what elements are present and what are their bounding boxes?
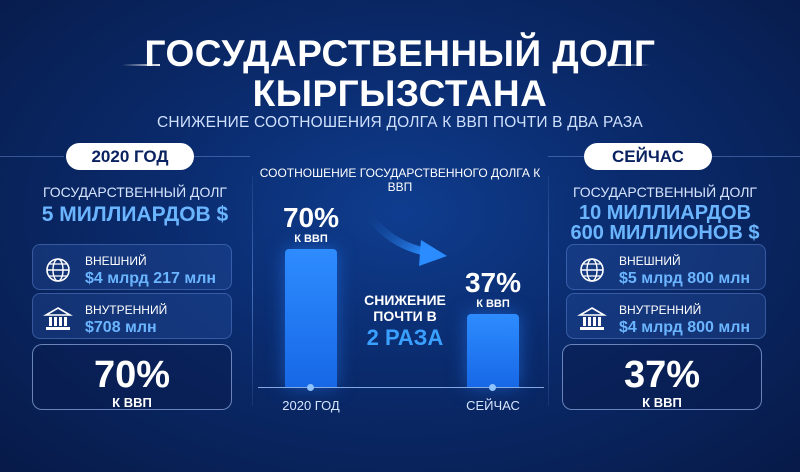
bar-now xyxy=(467,313,519,387)
left-debt-label: ГОСУДАРСТВЕННЫЙ ДОЛГ xyxy=(42,184,228,200)
title-decor-left xyxy=(122,64,160,66)
bar-2020 xyxy=(285,248,337,387)
x-tick-label-now: СЕЙЧАС xyxy=(466,398,520,413)
reduction-note-line1: СНИЖЕНИЕ xyxy=(364,292,446,308)
title: ГОСУДАРСТВЕННЫЙ ДОЛГ КЫРГЫЗСТАНА xyxy=(0,34,800,114)
right-ratio-label: К ВВП xyxy=(642,395,682,410)
bank-icon xyxy=(43,307,73,330)
x-axis xyxy=(258,387,544,388)
divider xyxy=(0,156,64,157)
left-internal-value: $708 млн xyxy=(85,319,157,336)
right-external-value: $5 млрд 800 млн xyxy=(619,270,751,287)
bar-now-value: 37% xyxy=(464,266,522,298)
divider xyxy=(194,156,250,157)
left-internal-card: ВНУТРЕННИЙ $708 млн xyxy=(32,293,232,339)
bar-2020-sublabel: К ВВП xyxy=(294,232,328,245)
right-internal-title: ВНУТРЕННИЙ xyxy=(619,303,702,317)
reduction-note: СНИЖЕНИЕ ПОЧТИ В xyxy=(352,292,458,324)
globe-icon xyxy=(46,258,70,282)
left-ratio-value: 70% xyxy=(93,354,171,396)
year-2020-badge: 2020 ГОД xyxy=(66,143,194,170)
right-ratio-card: 37% К ВВП xyxy=(562,344,762,410)
left-ratio-label: К ВВП xyxy=(112,395,152,410)
right-internal-value: $4 млрд 800 млн xyxy=(619,319,751,336)
bank-icon xyxy=(577,307,607,330)
bar-2020-value: 70% xyxy=(282,201,340,233)
globe-icon xyxy=(580,258,604,282)
left-internal-title: ВНУТРЕННИЙ xyxy=(85,303,168,317)
now-badge: СЕЙЧАС xyxy=(584,143,712,170)
left-external-value: $4 млрд 217 млн xyxy=(85,270,217,287)
right-external-card: ВНЕШНИЙ $5 млрд 800 млн xyxy=(566,244,766,290)
divider xyxy=(548,156,584,157)
left-external-title: ВНЕШНИЙ xyxy=(85,254,147,268)
title-decor-right xyxy=(612,64,650,66)
reduction-note-line2: ПОЧТИ В xyxy=(373,308,437,324)
x-tick-label-2020: 2020 ГОД xyxy=(282,398,340,413)
left-ratio-card: 70% К ВВП xyxy=(32,344,232,410)
axis-dot xyxy=(489,384,496,391)
right-debt-label: ГОСУДАРСТВЕННЫЙ ДОЛГ xyxy=(572,184,758,200)
chart-title: СООТНОШЕНИЕ ГОСУДАРСТВЕННОГО ДОЛГА К ВВП xyxy=(259,166,541,194)
reduction-factor: 2 РАЗА xyxy=(366,325,444,350)
down-arrow-icon xyxy=(357,200,447,266)
right-internal-card: ВНУТРЕННИЙ $4 млрд 800 млн xyxy=(566,293,766,339)
title-line-2: КЫРГЫЗСТАНА xyxy=(252,73,548,114)
divider xyxy=(712,156,800,157)
left-external-card: ВНЕШНИЙ $4 млрд 217 млн xyxy=(32,244,232,290)
right-ratio-value: 37% xyxy=(623,354,701,396)
panel-separator xyxy=(252,176,253,406)
left-debt-value: 5 МИЛЛИАРДОВ $ xyxy=(41,203,229,226)
right-external-title: ВНЕШНИЙ xyxy=(619,254,681,268)
bar-now-sublabel: К ВВП xyxy=(476,297,510,310)
page-subtitle: СНИЖЕНИЕ СООТНОШЕНИЯ ДОЛГА К ВВП ПОЧТИ В… xyxy=(157,114,643,131)
panel-separator xyxy=(548,176,549,406)
axis-dot xyxy=(307,384,314,391)
right-debt-value-2: 600 МИЛЛИОНОВ $ xyxy=(570,222,760,244)
title-line-1: ГОСУДАРСТВЕННЫЙ ДОЛГ xyxy=(144,33,656,74)
right-debt-value-1: 10 МИЛЛИАРДОВ xyxy=(578,202,752,224)
